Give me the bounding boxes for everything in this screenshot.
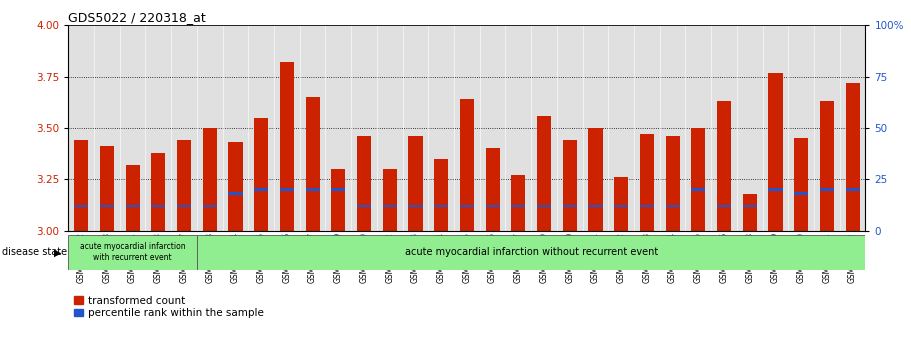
Bar (614, 205, 629, 207)
Bar (383, 205, 397, 207)
Bar (486, 148, 499, 231)
Bar (74, 140, 88, 231)
Bar (537, 116, 551, 231)
Bar (408, 205, 423, 207)
Bar (435, 205, 448, 207)
Bar (383, 169, 397, 231)
Bar (666, 205, 680, 207)
Bar (408, 136, 423, 231)
Bar (589, 205, 602, 207)
Bar (151, 205, 166, 207)
Bar (486, 205, 499, 207)
Bar (229, 192, 242, 195)
Bar (820, 101, 834, 231)
Bar (229, 142, 242, 231)
Bar (845, 188, 860, 191)
Bar (794, 192, 808, 195)
Bar (332, 188, 345, 191)
Bar (691, 188, 705, 191)
Bar (357, 205, 371, 207)
Bar (100, 146, 114, 231)
Bar (460, 99, 474, 231)
Bar (254, 118, 268, 231)
Bar (332, 169, 345, 231)
Bar (666, 136, 680, 231)
Bar (177, 205, 191, 207)
Legend: transformed count, percentile rank within the sample: transformed count, percentile rank withi… (74, 295, 264, 318)
Bar (202, 128, 217, 231)
Bar (74, 205, 88, 207)
Bar (563, 140, 577, 231)
Bar (820, 188, 834, 191)
Bar (511, 205, 526, 207)
Bar (202, 205, 217, 207)
Bar (511, 175, 526, 231)
Bar (563, 205, 577, 207)
Bar (845, 83, 860, 231)
Bar (742, 193, 757, 231)
Text: acute myocardial infarction
with recurrent event: acute myocardial infarction with recurre… (80, 242, 186, 262)
Bar (717, 205, 732, 207)
FancyBboxPatch shape (197, 235, 865, 270)
Bar (717, 101, 732, 231)
Bar (151, 152, 166, 231)
Bar (460, 205, 474, 207)
Bar (280, 188, 294, 191)
Text: disease state: disease state (2, 247, 67, 257)
Bar (589, 128, 602, 231)
Bar (177, 140, 191, 231)
Bar (435, 159, 448, 231)
Text: ▶: ▶ (54, 247, 61, 257)
Bar (126, 205, 139, 207)
Bar (357, 136, 371, 231)
Bar (280, 62, 294, 231)
Text: GDS5022 / 220318_at: GDS5022 / 220318_at (68, 11, 206, 24)
Bar (254, 188, 268, 191)
Bar (100, 205, 114, 207)
Bar (742, 205, 757, 207)
Bar (126, 165, 139, 231)
Bar (305, 188, 320, 191)
Bar (614, 177, 629, 231)
Text: acute myocardial infarction without recurrent event: acute myocardial infarction without recu… (404, 247, 658, 257)
FancyBboxPatch shape (68, 235, 197, 270)
Bar (640, 134, 654, 231)
Bar (640, 205, 654, 207)
Bar (305, 97, 320, 231)
Bar (691, 128, 705, 231)
Bar (768, 188, 783, 191)
Bar (794, 138, 808, 231)
Bar (537, 205, 551, 207)
Bar (768, 73, 783, 231)
